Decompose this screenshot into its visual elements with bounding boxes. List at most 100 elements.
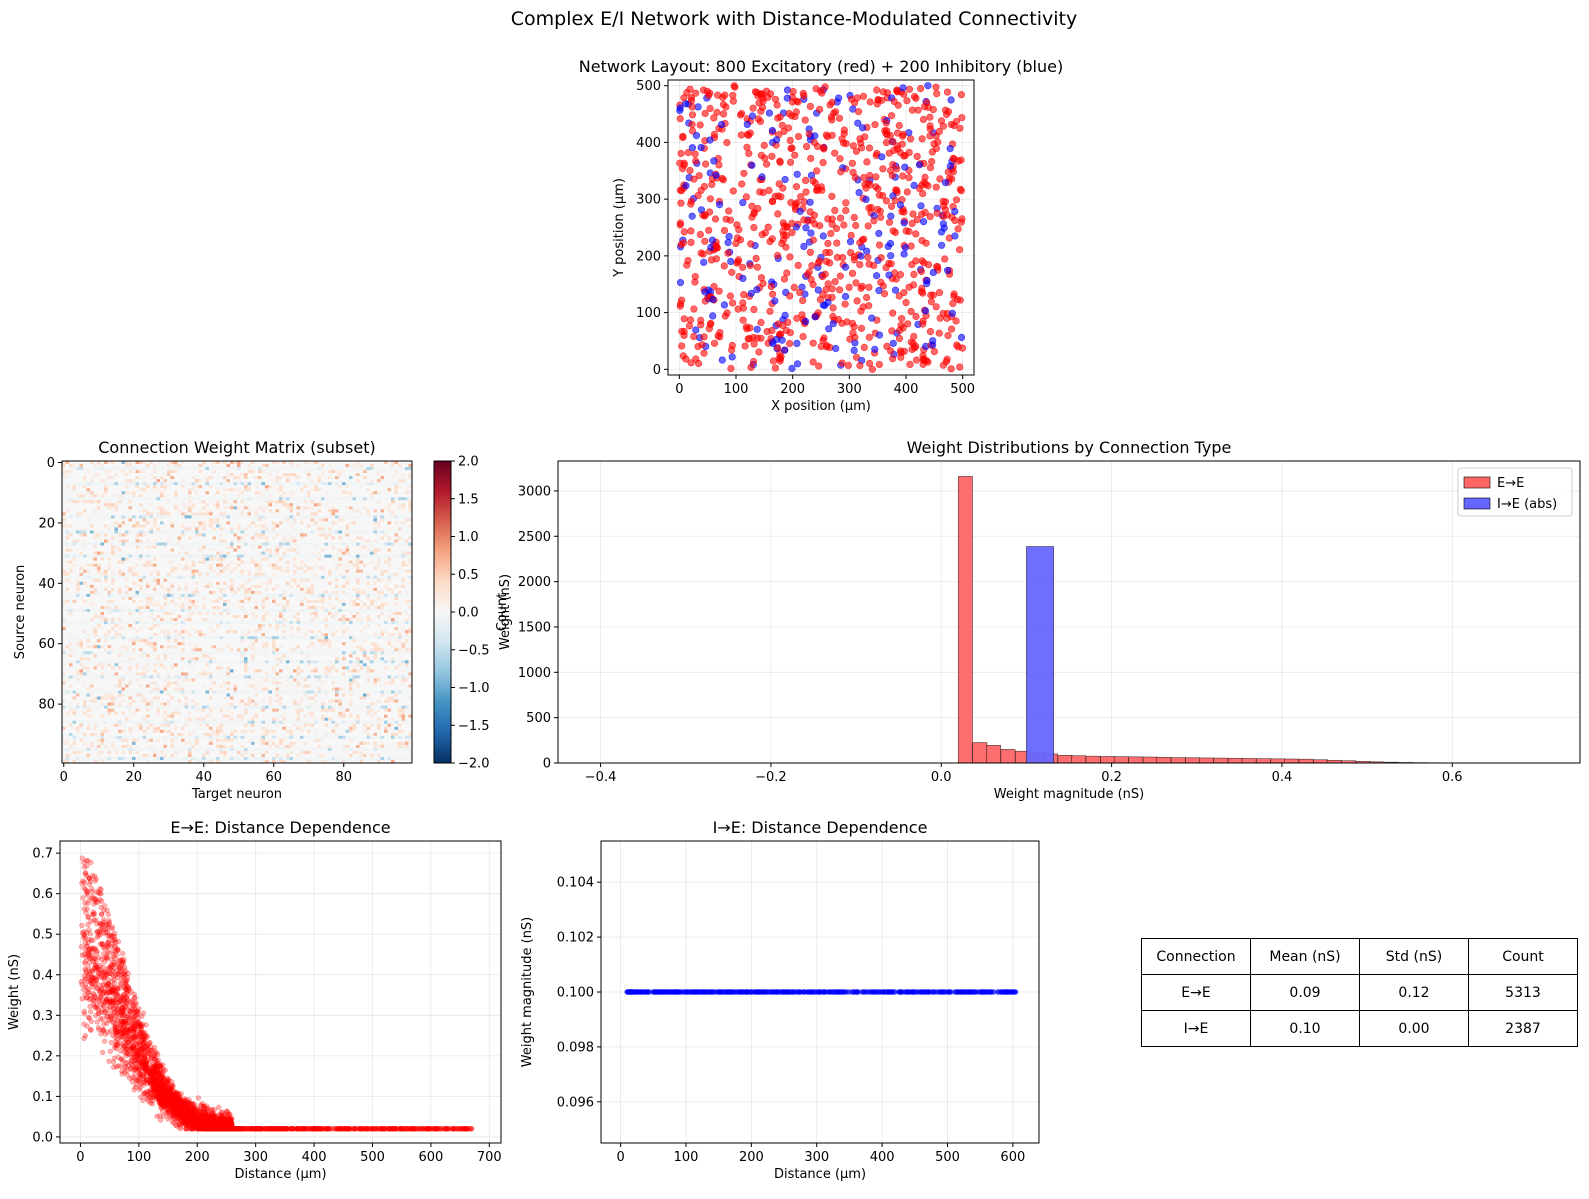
matrix-cell bbox=[104, 545, 108, 549]
matrix-cell bbox=[142, 563, 147, 567]
matrix-cell bbox=[118, 497, 122, 501]
matrix-cell bbox=[195, 497, 199, 501]
matrix-cell bbox=[139, 500, 143, 504]
matrix-cell bbox=[331, 485, 336, 489]
matrix-cell bbox=[345, 509, 350, 513]
matrix-cell bbox=[160, 473, 164, 477]
matrix-cell bbox=[226, 488, 231, 492]
matrix-cell bbox=[286, 572, 290, 577]
matrix-cell bbox=[317, 542, 322, 546]
matrix-cell bbox=[104, 485, 108, 489]
matrix-cell bbox=[352, 572, 357, 577]
matrix-cell bbox=[268, 572, 273, 577]
matrix-cell bbox=[72, 482, 77, 486]
matrix-cell bbox=[349, 527, 353, 531]
matrix-cell bbox=[303, 557, 308, 561]
neuron-point bbox=[807, 154, 815, 163]
matrix-cell bbox=[163, 542, 168, 546]
matrix-cell bbox=[384, 563, 388, 567]
matrix-cell bbox=[345, 539, 350, 543]
matrix-cell bbox=[146, 569, 150, 574]
matrix-cell bbox=[90, 572, 94, 577]
neuron-point bbox=[811, 313, 819, 321]
matrix-cell bbox=[132, 557, 136, 561]
matrix-cell bbox=[366, 572, 371, 577]
matrix-cell bbox=[72, 539, 77, 543]
matrix-cell bbox=[275, 536, 280, 540]
matrix-cell bbox=[405, 551, 409, 555]
matrix-cell bbox=[111, 497, 115, 501]
matrix-cell bbox=[97, 500, 101, 504]
matrix-cell bbox=[125, 494, 129, 498]
matrix-cell bbox=[139, 497, 143, 501]
matrix-cell bbox=[233, 488, 238, 492]
matrix-cell bbox=[387, 542, 392, 546]
neuron-point bbox=[738, 180, 746, 188]
matrix-cell bbox=[310, 575, 315, 580]
matrix-cell bbox=[254, 578, 259, 583]
neuron-point bbox=[727, 364, 735, 373]
matrix-cell bbox=[160, 521, 164, 525]
matrix-cell bbox=[261, 542, 266, 546]
matrix-cell bbox=[181, 491, 185, 495]
matrix-cell bbox=[107, 503, 112, 507]
matrix-cell bbox=[230, 575, 234, 580]
matrix-cell bbox=[69, 542, 73, 546]
matrix-cell bbox=[170, 521, 175, 525]
matrix-cell bbox=[275, 533, 280, 537]
matrix-cell bbox=[324, 467, 329, 471]
matrix-cell bbox=[142, 473, 147, 477]
matrix-cell bbox=[72, 578, 77, 583]
matrix-cell bbox=[324, 512, 329, 516]
matrix-cell bbox=[268, 470, 273, 474]
neuron-point bbox=[793, 360, 802, 368]
matrix-cell bbox=[62, 488, 66, 492]
matrix-cell bbox=[160, 554, 164, 558]
matrix-cell bbox=[209, 542, 213, 546]
matrix-cell bbox=[69, 566, 73, 571]
matrix-cell bbox=[240, 494, 245, 498]
matrix-cell bbox=[310, 524, 315, 528]
matrix-cell bbox=[296, 485, 301, 489]
matrix-cell bbox=[370, 521, 374, 525]
matrix-cell bbox=[100, 518, 105, 522]
matrix-cell bbox=[149, 491, 154, 495]
matrix-cell bbox=[219, 512, 224, 516]
neuron-point bbox=[935, 329, 943, 337]
matrix-cell bbox=[258, 545, 262, 549]
matrix-cell bbox=[86, 476, 91, 480]
matrix-cell bbox=[216, 569, 220, 574]
matrix-cell bbox=[219, 506, 224, 510]
matrix-cell bbox=[342, 509, 346, 513]
neuron-point bbox=[677, 149, 685, 158]
matrix-cell bbox=[251, 506, 255, 510]
matrix-cell bbox=[233, 473, 238, 477]
neuron-point bbox=[868, 365, 877, 373]
matrix-cell bbox=[149, 494, 154, 498]
matrix-cell bbox=[177, 503, 182, 507]
matrix-cell bbox=[254, 569, 259, 574]
matrix-cell bbox=[114, 533, 119, 537]
matrix-cell bbox=[191, 494, 196, 498]
neuron-point bbox=[813, 167, 821, 175]
matrix-cell bbox=[191, 503, 196, 507]
matrix-cell bbox=[293, 548, 297, 552]
matrix-cell bbox=[321, 551, 325, 555]
matrix-cell bbox=[247, 485, 252, 489]
matrix-cell bbox=[370, 539, 374, 543]
matrix-cell bbox=[132, 497, 136, 501]
matrix-cell bbox=[338, 563, 343, 567]
neuron-point bbox=[854, 108, 863, 116]
matrix-cell bbox=[128, 506, 133, 510]
matrix-cell bbox=[289, 545, 294, 549]
matrix-cell bbox=[261, 482, 266, 486]
matrix-cell bbox=[356, 473, 360, 477]
matrix-cell bbox=[212, 473, 217, 477]
matrix-cell bbox=[72, 488, 77, 492]
matrix-cell bbox=[265, 530, 269, 534]
matrix-cell bbox=[212, 503, 217, 507]
neuron-point bbox=[928, 157, 936, 166]
matrix-cell bbox=[174, 557, 178, 561]
matrix-cell bbox=[240, 497, 245, 501]
matrix-cell bbox=[317, 554, 322, 558]
